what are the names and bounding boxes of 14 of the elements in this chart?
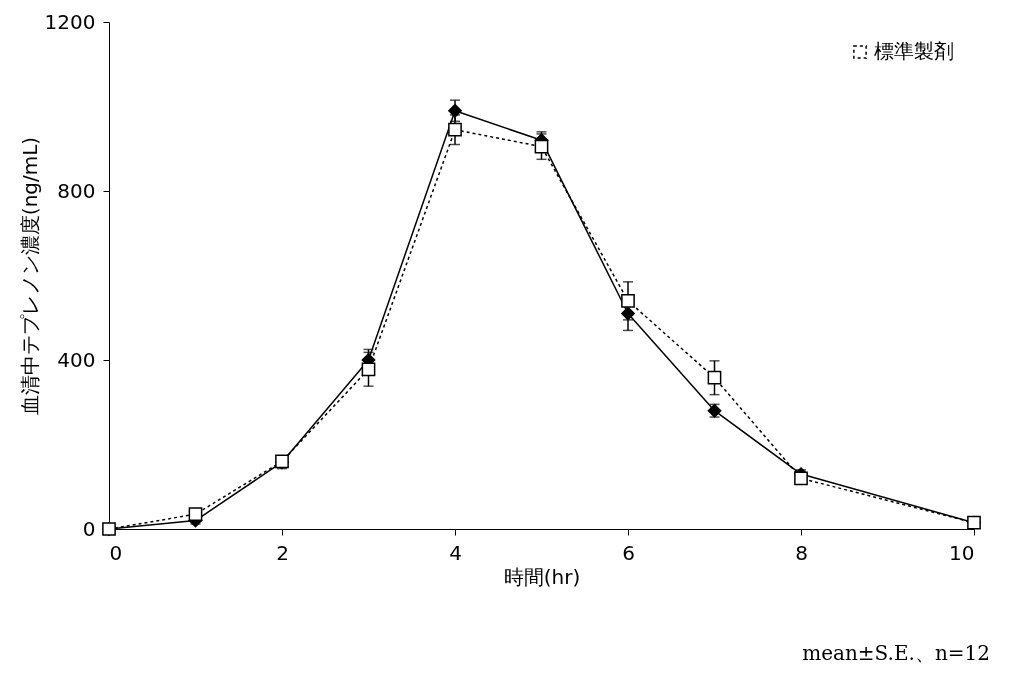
legend-label: 標準製剤 — [874, 39, 954, 63]
x-tick-label: 0 — [109, 540, 123, 565]
x-tick-label: 6 — [622, 540, 635, 565]
x-tick-label: 10 — [949, 540, 975, 565]
y-axis-title: 血清中テプレノン濃度(ng/mL) — [17, 136, 42, 416]
y-tick-label: 400 — [57, 347, 96, 372]
y-tick-label: 1200 — [44, 9, 96, 34]
y-tick-label: 800 — [57, 178, 96, 203]
y-tick-label: 0 — [82, 516, 96, 541]
x-tick-label: 2 — [276, 540, 289, 565]
x-tick-label: 8 — [795, 540, 808, 565]
text: mean±S.E.、n=12 — [801, 640, 990, 667]
x-axis-title: 時間(hr) — [503, 564, 581, 589]
x-tick-label: 4 — [449, 540, 462, 565]
